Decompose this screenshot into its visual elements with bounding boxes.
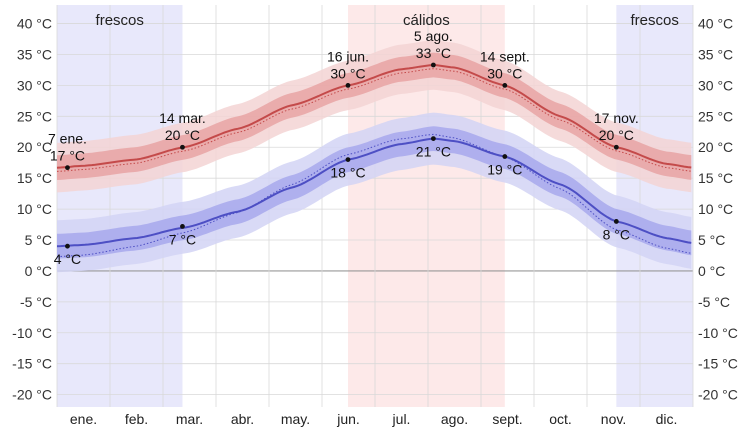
y-tick-right-2: 30 °C — [698, 77, 733, 93]
y-tick-right-3: 25 °C — [698, 108, 733, 124]
annotation-value-2: 20 °C — [165, 127, 200, 143]
y-tick-left-10: -10 °C — [12, 325, 52, 341]
y-axis-left: 40 °C 35 °C 30 °C 25 °C 20 °C 15 °C 10 °C 5 °C 0… — [12, 16, 52, 403]
annotation-value-1: 4 °C — [54, 251, 81, 267]
annotation-dot-7 — [430, 136, 436, 141]
annotation-value-11: 8 °C — [603, 226, 630, 242]
annotation-value-6: 33 °C — [416, 45, 451, 61]
x-axis-months: ene. feb. mar. abr. may. jun. jul. ago. sept. oct… — [70, 411, 678, 427]
month-label-11: dic. — [656, 411, 678, 427]
y-tick-left-8: 0 °C — [25, 263, 52, 279]
month-label-4: may. — [281, 411, 310, 427]
season-labels: frescos cálidos frescos — [96, 12, 679, 29]
annotation-dot-10 — [613, 144, 619, 150]
low-dotted-line — [56, 133, 692, 258]
season-band-0 — [57, 5, 183, 407]
annotation-markers — [65, 62, 619, 249]
annotation-date-8: 14 sept. — [480, 48, 530, 64]
month-label-9: oct. — [549, 411, 572, 427]
annotation-value-4: 30 °C — [330, 65, 365, 81]
high-temperature-line — [56, 63, 692, 169]
month-label-6: jul. — [392, 411, 411, 427]
month-label-2: mar. — [176, 411, 203, 427]
y-tick-left-4: 20 °C — [17, 139, 52, 155]
month-label-8: sept. — [492, 411, 522, 427]
y-tick-right-12: -20 °C — [698, 387, 738, 403]
y-tick-left-5: 15 °C — [17, 170, 52, 186]
annotation-date-4: 16 jun. — [327, 48, 369, 64]
month-label-3: abr. — [231, 411, 254, 427]
annotation-value-8: 30 °C — [487, 65, 522, 81]
low-temperature-line — [56, 137, 692, 248]
annotation-value-10: 20 °C — [599, 127, 634, 143]
y-tick-right-11: -15 °C — [698, 356, 738, 372]
season-label-0: frescos — [96, 12, 144, 29]
month-label-7: ago. — [441, 411, 468, 427]
annotation-value-3: 7 °C — [169, 231, 196, 247]
y-tick-left-1: 35 °C — [17, 46, 52, 62]
annotation-value-7: 21 °C — [416, 144, 451, 160]
y-tick-right-9: -5 °C — [698, 294, 730, 310]
y-tick-right-8: 0 °C — [698, 263, 725, 279]
y-tick-left-9: -5 °C — [20, 294, 52, 310]
annotation-value-9: 19 °C — [487, 162, 522, 178]
annotation-date-2: 14 mar. — [159, 110, 206, 126]
high-band-outer — [57, 40, 692, 193]
month-label-10: nov. — [601, 411, 626, 427]
y-tick-left-11: -15 °C — [12, 356, 52, 372]
season-label-1: cálidos — [403, 12, 450, 29]
annotation-labels: 7 ene.17 °C4 °C14 mar.20 °C7 °C16 jun.30… — [48, 28, 639, 267]
y-tick-right-4: 20 °C — [698, 139, 733, 155]
annotation-dot-5 — [345, 157, 351, 163]
annotation-date-10: 17 nov. — [594, 110, 639, 126]
annotation-dot-3 — [180, 224, 185, 229]
month-label-5: jun. — [336, 411, 360, 427]
annotation-dot-8 — [502, 83, 508, 88]
temperature-bands — [57, 40, 692, 273]
y-tick-right-0: 40 °C — [698, 16, 733, 32]
annotation-dot-0 — [65, 165, 70, 171]
annotation-dot-1 — [65, 243, 70, 249]
y-tick-left-2: 30 °C — [17, 77, 52, 93]
y-tick-right-10: -10 °C — [698, 325, 738, 341]
high-band-inner — [57, 52, 692, 180]
annotation-dot-2 — [180, 144, 185, 150]
y-tick-left-6: 10 °C — [17, 201, 52, 217]
y-tick-right-6: 10 °C — [698, 201, 733, 217]
y-tick-right-1: 35 °C — [698, 46, 733, 62]
month-label-1: feb. — [125, 411, 148, 427]
annotation-dot-11 — [613, 219, 619, 224]
annotation-dot-9 — [502, 154, 508, 159]
y-axis-right: 40 °C 35 °C 30 °C 25 °C 20 °C 15 °C 10 °C 5 °C 0… — [698, 16, 738, 403]
y-tick-left-3: 25 °C — [17, 108, 52, 124]
season-label-2: frescos — [630, 12, 678, 29]
low-band-inner — [57, 126, 692, 259]
annotation-date-6: 5 ago. — [414, 28, 453, 44]
annotation-date-0: 7 ene. — [48, 131, 87, 147]
month-label-0: ene. — [70, 411, 97, 427]
y-tick-left-12: -20 °C — [12, 387, 52, 403]
high-dotted-line — [56, 68, 692, 172]
y-tick-right-7: 5 °C — [698, 232, 725, 248]
y-tick-right-5: 15 °C — [698, 170, 733, 186]
y-tick-left-7: 5 °C — [25, 232, 52, 248]
annotation-dot-4 — [345, 83, 351, 88]
temperature-lines — [56, 63, 692, 258]
annotation-dot-6 — [430, 62, 436, 68]
annotation-value-0: 17 °C — [50, 148, 85, 164]
annotation-value-5: 18 °C — [330, 165, 365, 181]
y-tick-left-0: 40 °C — [17, 16, 52, 32]
low-band-outer — [57, 112, 692, 273]
